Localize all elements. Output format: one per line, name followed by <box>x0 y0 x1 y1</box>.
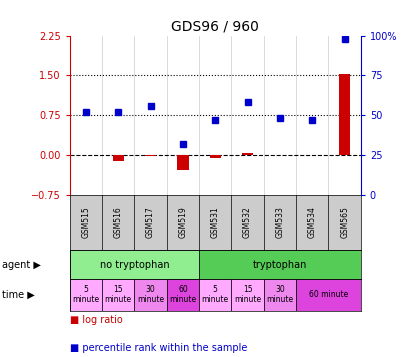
Bar <box>102 279 134 311</box>
Text: GSM516: GSM516 <box>113 207 122 238</box>
Title: GDS96 / 960: GDS96 / 960 <box>171 19 258 33</box>
Text: GSM532: GSM532 <box>243 207 252 238</box>
Text: GSM533: GSM533 <box>275 206 284 238</box>
Bar <box>338 74 349 155</box>
Text: 15
minute: 15 minute <box>234 285 261 305</box>
Text: 60
minute: 60 minute <box>169 285 196 305</box>
Text: time ▶: time ▶ <box>2 290 35 300</box>
Text: GSM534: GSM534 <box>307 206 316 238</box>
Bar <box>144 155 156 156</box>
Text: GSM565: GSM565 <box>339 206 348 238</box>
Text: ■ log ratio: ■ log ratio <box>70 315 122 325</box>
Text: GSM517: GSM517 <box>146 207 155 238</box>
Bar <box>241 153 253 155</box>
Bar <box>70 250 199 279</box>
Bar <box>263 279 295 311</box>
Text: agent ▶: agent ▶ <box>2 260 41 270</box>
Bar <box>134 279 166 311</box>
Text: 60 minute: 60 minute <box>308 290 347 299</box>
Bar <box>295 279 360 311</box>
Text: GSM519: GSM519 <box>178 207 187 238</box>
Text: 5
minute: 5 minute <box>201 285 228 305</box>
Text: 30
minute: 30 minute <box>137 285 164 305</box>
Text: GSM515: GSM515 <box>81 207 90 238</box>
Text: 30
minute: 30 minute <box>266 285 293 305</box>
Text: ■ percentile rank within the sample: ■ percentile rank within the sample <box>70 343 247 353</box>
Bar <box>199 279 231 311</box>
Bar <box>199 250 360 279</box>
Bar <box>231 279 263 311</box>
Text: 15
minute: 15 minute <box>104 285 131 305</box>
Bar <box>209 155 220 157</box>
Text: no tryptophan: no tryptophan <box>99 260 169 270</box>
Bar <box>166 279 199 311</box>
Text: 5
minute: 5 minute <box>72 285 99 305</box>
Text: tryptophan: tryptophan <box>252 260 306 270</box>
Bar <box>112 155 124 161</box>
Bar <box>70 279 102 311</box>
Bar <box>177 155 188 170</box>
Text: GSM531: GSM531 <box>210 207 219 238</box>
